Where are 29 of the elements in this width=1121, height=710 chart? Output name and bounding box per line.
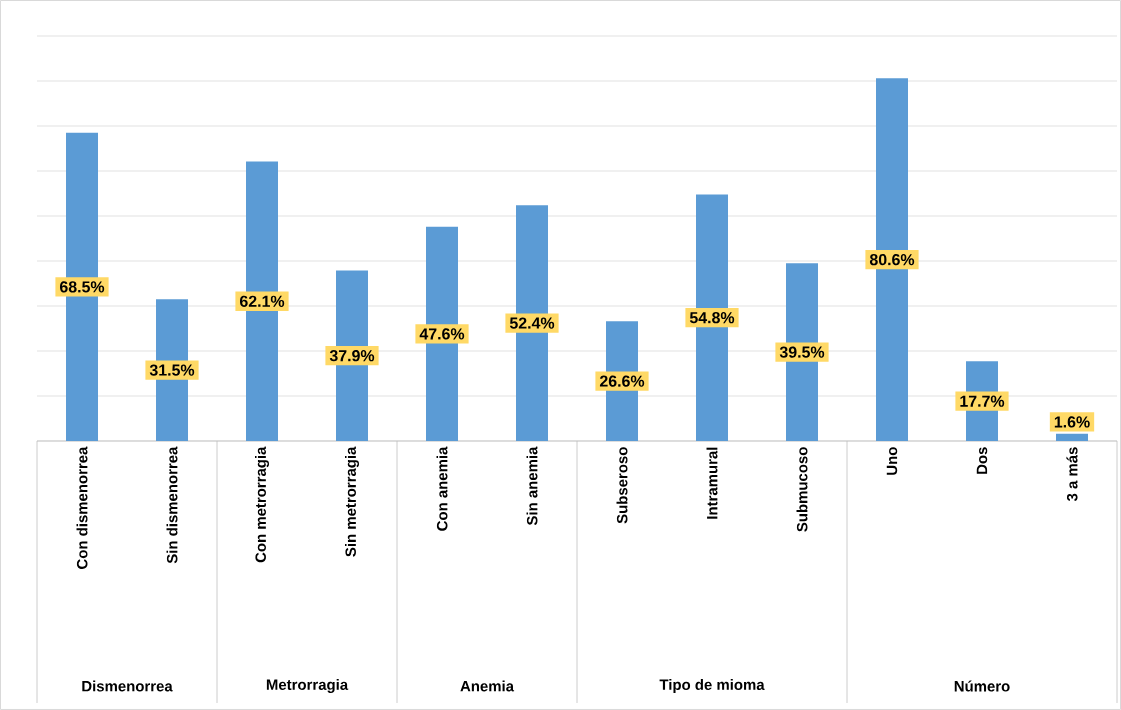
data-label: 52.4% xyxy=(509,317,555,329)
data-label: 26.6% xyxy=(599,375,645,387)
text: Anemia xyxy=(460,680,515,692)
data-label: 62.1% xyxy=(239,295,285,307)
x-tick-label: Con dismenorrea xyxy=(76,446,88,569)
x-tick-label: Con metrorragia xyxy=(255,446,270,563)
x-tick-label: Sin dismenorrea xyxy=(166,446,178,564)
x-tick-label: Sin anemia xyxy=(526,446,538,526)
x-tick-label: Sin metrorragia xyxy=(345,446,360,557)
text: Dismenorrea xyxy=(82,680,173,692)
text: Tipo de mioma xyxy=(659,679,765,693)
text: Número xyxy=(954,680,1010,692)
data-label: 31.5% xyxy=(149,364,195,376)
x-tick-label: Submucoso xyxy=(796,447,808,532)
text: Metrorragia xyxy=(266,678,349,693)
data-label: 17.7% xyxy=(960,395,1005,407)
x-tick-label: 3 a más xyxy=(1066,447,1078,502)
data-label: 1.6% xyxy=(1054,416,1090,428)
data-label: 68.5% xyxy=(59,281,105,293)
data-label: 37.9% xyxy=(329,350,375,362)
x-tick-label: Uno xyxy=(886,447,898,475)
data-label: 39.5% xyxy=(779,346,825,358)
data-label: 54.8% xyxy=(689,312,735,324)
x-tick-label: Intramural xyxy=(706,447,718,519)
x-tick-label: Con anemia xyxy=(436,446,448,531)
x-tick-label: Subseroso xyxy=(616,447,628,524)
data-label: 80.6% xyxy=(869,254,915,266)
data-label: 47.6% xyxy=(419,328,465,340)
x-tick-label: Dos xyxy=(976,447,988,474)
